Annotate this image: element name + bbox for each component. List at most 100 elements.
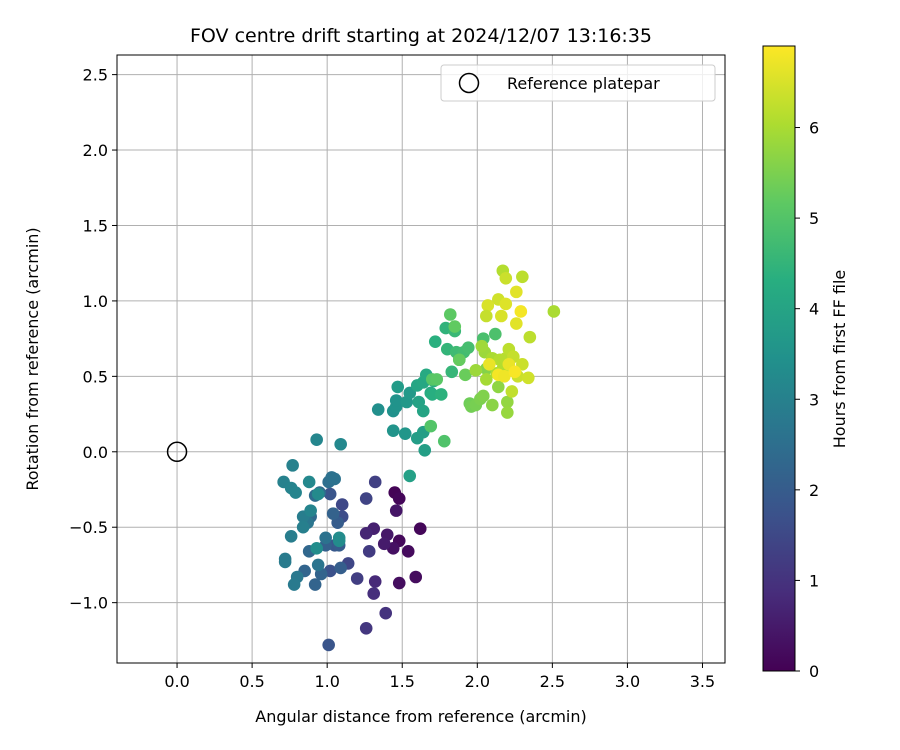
data-point — [418, 443, 432, 457]
data-point — [362, 545, 376, 558]
data-point — [547, 305, 561, 318]
data-point — [486, 398, 499, 412]
y-tick-label: 1.5 — [83, 216, 108, 235]
data-point — [323, 487, 337, 501]
legend-box — [440, 64, 716, 102]
data-point — [469, 364, 483, 377]
data-point — [403, 469, 417, 483]
colorbar: 0 1 2 3 4 5 6 Hours from first FF file — [762, 45, 849, 681]
data-point — [499, 297, 513, 311]
data-point — [430, 373, 444, 386]
data-point — [377, 537, 391, 551]
data-point — [424, 419, 438, 433]
legend-entry-reference: Reference platepar — [507, 74, 660, 93]
x-axis-label: Angular distance from reference (arcmin) — [255, 707, 586, 726]
data-point — [359, 492, 373, 505]
y-tick-label: 0.5 — [83, 367, 108, 386]
reference-platepar-marker — [166, 441, 188, 463]
data-point — [481, 299, 495, 312]
data-point — [335, 498, 349, 511]
data-point — [310, 433, 323, 447]
data-point — [523, 330, 537, 344]
data-point — [367, 587, 381, 600]
x-tick-label: 3.5 — [690, 672, 715, 691]
data-point — [322, 638, 335, 652]
colorbar-tick-label: 0 — [809, 662, 819, 681]
data-point — [328, 472, 341, 486]
x-tick-label: 3.0 — [615, 672, 640, 691]
legend: Reference platepar — [440, 64, 716, 102]
data-point — [492, 380, 505, 394]
data-point — [505, 385, 519, 398]
scatter-points — [277, 264, 561, 652]
data-point — [302, 475, 316, 489]
y-tick-label: 2.5 — [83, 66, 108, 85]
data-point — [443, 308, 457, 321]
y-tick-label: 2.0 — [83, 141, 108, 160]
data-point — [311, 487, 325, 501]
x-tick-label: 0.0 — [164, 672, 189, 691]
data-point — [425, 388, 439, 401]
data-point — [319, 531, 332, 545]
data-point — [445, 365, 459, 379]
data-point — [434, 388, 448, 401]
data-point — [379, 606, 393, 620]
data-point — [371, 403, 385, 416]
colorbar-label: Hours from first FF file — [830, 270, 849, 449]
data-point — [284, 529, 298, 543]
data-point — [386, 424, 400, 437]
x-tick-label: 1.5 — [390, 672, 415, 691]
data-point — [389, 504, 403, 517]
data-point — [522, 371, 535, 385]
colorbar-tick-label: 2 — [809, 481, 819, 500]
y-axis-label: Rotation from reference (arcmin) — [23, 227, 42, 490]
data-point — [368, 575, 382, 588]
plot-frame — [116, 54, 726, 664]
data-point — [458, 368, 472, 382]
data-point — [416, 404, 430, 418]
data-point — [278, 552, 292, 566]
data-point — [483, 357, 496, 371]
x-tick-label: 0.5 — [239, 672, 264, 691]
data-point — [392, 576, 406, 590]
data-point — [296, 520, 310, 534]
data-point — [514, 305, 528, 318]
data-point — [413, 522, 427, 536]
data-point — [359, 526, 373, 540]
y-tick-label: 0.0 — [83, 443, 108, 462]
legend-marker-reference — [458, 72, 480, 94]
data-point — [392, 492, 406, 505]
data-point — [501, 406, 514, 419]
data-point — [498, 370, 511, 383]
colorbar-tick-label: 3 — [809, 390, 819, 409]
data-point — [310, 542, 323, 555]
data-point — [428, 335, 442, 348]
data-point — [391, 380, 405, 394]
data-point — [499, 271, 513, 285]
data-point — [409, 570, 423, 584]
data-point — [398, 427, 412, 440]
colorbar-tick-label: 4 — [809, 300, 819, 319]
data-point — [461, 341, 475, 354]
data-point — [334, 437, 347, 451]
data-point — [326, 507, 340, 520]
x-axis-ticks: 0.0 0.5 1.0 1.5 2.0 2.5 3.0 3.5 — [164, 663, 715, 691]
data-point — [311, 558, 325, 572]
y-tick-label: −0.5 — [69, 518, 108, 537]
y-axis-ticks: −1.0 −0.5 0.0 0.5 1.0 1.5 2.0 2.5 — [69, 66, 117, 613]
data-point — [501, 395, 514, 409]
x-tick-label: 2.5 — [540, 672, 565, 691]
data-point — [304, 504, 317, 517]
data-point — [287, 578, 301, 591]
colorbar-tick-label: 6 — [809, 119, 819, 138]
data-point — [489, 327, 502, 341]
colorbar-tick-label: 1 — [809, 571, 819, 590]
data-point — [286, 459, 299, 472]
data-point — [437, 434, 451, 448]
data-point — [475, 339, 489, 353]
data-point — [350, 572, 364, 585]
x-tick-label: 1.0 — [314, 672, 339, 691]
data-point — [508, 365, 522, 379]
data-point — [452, 353, 466, 367]
